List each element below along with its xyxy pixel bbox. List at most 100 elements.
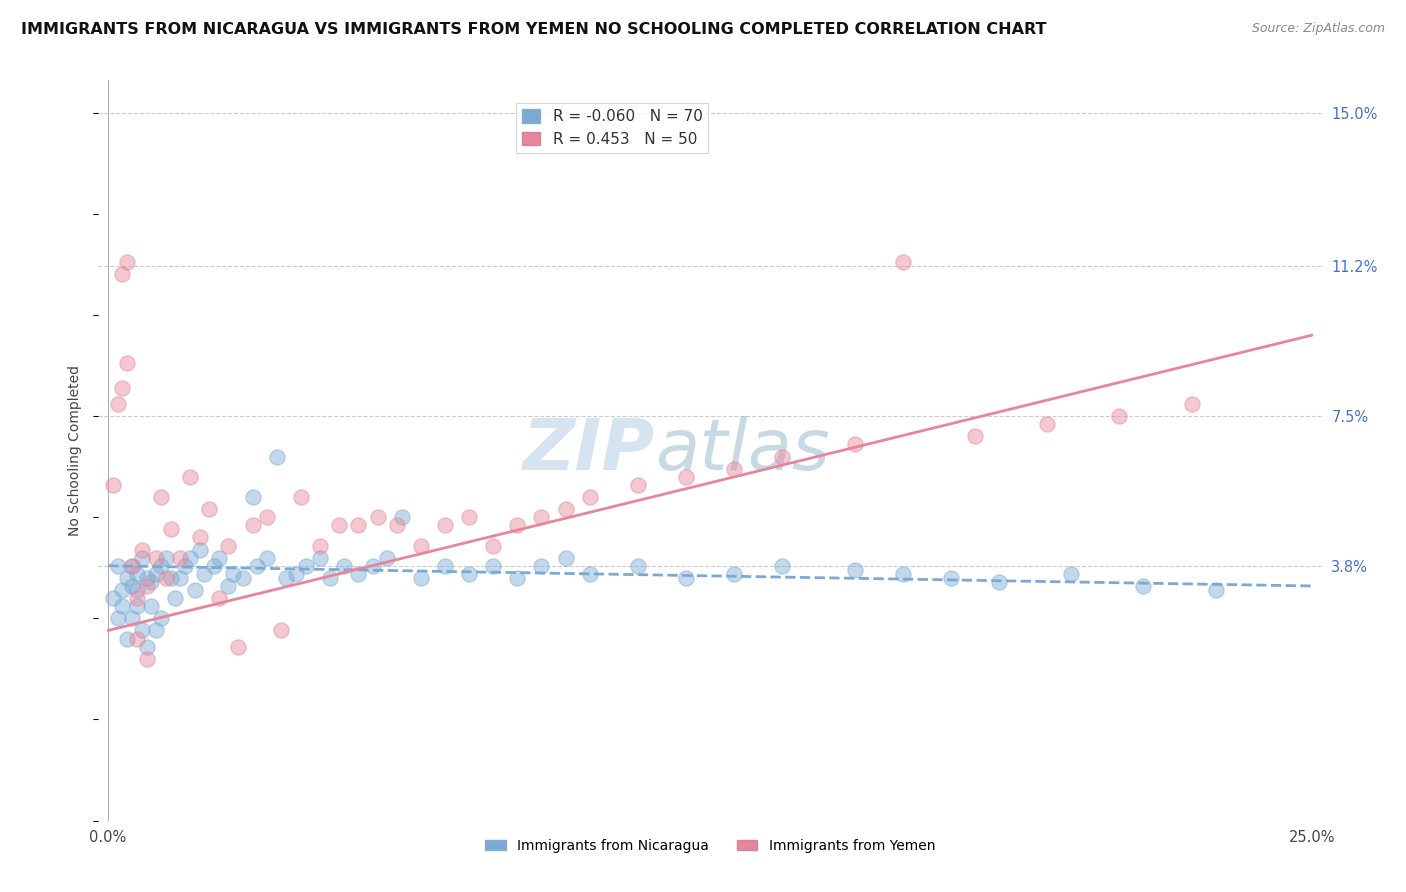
Point: [891, 566, 914, 581]
Point: [150, 611, 173, 625]
Point: [434, 518, 457, 533]
Point: [111, 599, 134, 614]
Point: [309, 550, 332, 565]
Point: [333, 558, 356, 573]
Point: [377, 550, 399, 565]
Point: [361, 558, 384, 573]
Point: [328, 518, 350, 533]
Point: [145, 550, 167, 565]
Point: [169, 550, 191, 565]
Point: [284, 566, 307, 581]
Point: [125, 599, 148, 614]
Point: [266, 450, 288, 464]
Point: [101, 478, 124, 492]
Point: [155, 571, 177, 585]
Point: [117, 571, 139, 585]
Point: [179, 469, 201, 483]
Point: [723, 566, 745, 581]
Point: [530, 558, 553, 573]
Point: [131, 542, 153, 557]
Point: [117, 632, 139, 646]
Point: [121, 611, 143, 625]
Point: [125, 566, 148, 581]
Point: [141, 599, 163, 614]
Text: atlas: atlas: [655, 416, 830, 485]
Point: [107, 558, 129, 573]
Point: [222, 566, 245, 581]
Point: [169, 571, 191, 585]
Point: [1036, 417, 1059, 432]
Point: [347, 518, 370, 533]
Point: [276, 571, 298, 585]
Point: [141, 574, 163, 589]
Point: [193, 566, 215, 581]
Point: [246, 558, 269, 573]
Point: [963, 429, 986, 443]
Point: [165, 591, 187, 606]
Point: [1181, 397, 1204, 411]
Point: [385, 518, 408, 533]
Point: [627, 478, 650, 492]
Point: [770, 558, 793, 573]
Point: [506, 518, 529, 533]
Point: [627, 558, 650, 573]
Point: [530, 510, 553, 524]
Point: [188, 542, 211, 557]
Point: [409, 539, 432, 553]
Point: [675, 469, 697, 483]
Point: [844, 437, 866, 451]
Point: [145, 624, 167, 638]
Point: [367, 510, 389, 524]
Point: [578, 490, 600, 504]
Point: [318, 571, 340, 585]
Point: [121, 558, 143, 573]
Point: [131, 624, 153, 638]
Point: [270, 624, 292, 638]
Text: ZIP: ZIP: [523, 416, 655, 485]
Point: [145, 566, 167, 581]
Point: [256, 510, 278, 524]
Point: [723, 461, 745, 475]
Point: [121, 558, 143, 573]
Point: [458, 510, 481, 524]
Legend: Immigrants from Nicaragua, Immigrants from Yemen: Immigrants from Nicaragua, Immigrants fr…: [479, 833, 941, 858]
Point: [988, 574, 1011, 589]
Point: [434, 558, 457, 573]
Point: [1060, 566, 1083, 581]
Point: [256, 550, 278, 565]
Point: [208, 550, 231, 565]
Point: [184, 582, 207, 597]
Point: [125, 582, 148, 597]
Point: [174, 558, 197, 573]
Point: [125, 632, 148, 646]
Point: [578, 566, 600, 581]
Point: [482, 558, 505, 573]
Point: [135, 640, 157, 654]
Point: [159, 522, 181, 536]
Point: [1132, 579, 1154, 593]
Point: [202, 558, 225, 573]
Point: [409, 571, 432, 585]
Text: IMMIGRANTS FROM NICARAGUA VS IMMIGRANTS FROM YEMEN NO SCHOOLING COMPLETED CORREL: IMMIGRANTS FROM NICARAGUA VS IMMIGRANTS …: [21, 22, 1046, 37]
Point: [125, 591, 148, 606]
Point: [135, 579, 157, 593]
Point: [155, 550, 177, 565]
Point: [554, 502, 576, 516]
Point: [159, 571, 181, 585]
Point: [217, 539, 239, 553]
Point: [458, 566, 481, 581]
Point: [117, 356, 139, 370]
Point: [391, 510, 413, 524]
Point: [135, 571, 157, 585]
Point: [107, 611, 129, 625]
Point: [107, 397, 129, 411]
Point: [891, 255, 914, 269]
Point: [506, 571, 529, 585]
Point: [675, 571, 697, 585]
Point: [131, 550, 153, 565]
Point: [309, 539, 332, 553]
Point: [208, 591, 231, 606]
Point: [554, 550, 576, 565]
Point: [111, 381, 134, 395]
Point: [242, 518, 264, 533]
